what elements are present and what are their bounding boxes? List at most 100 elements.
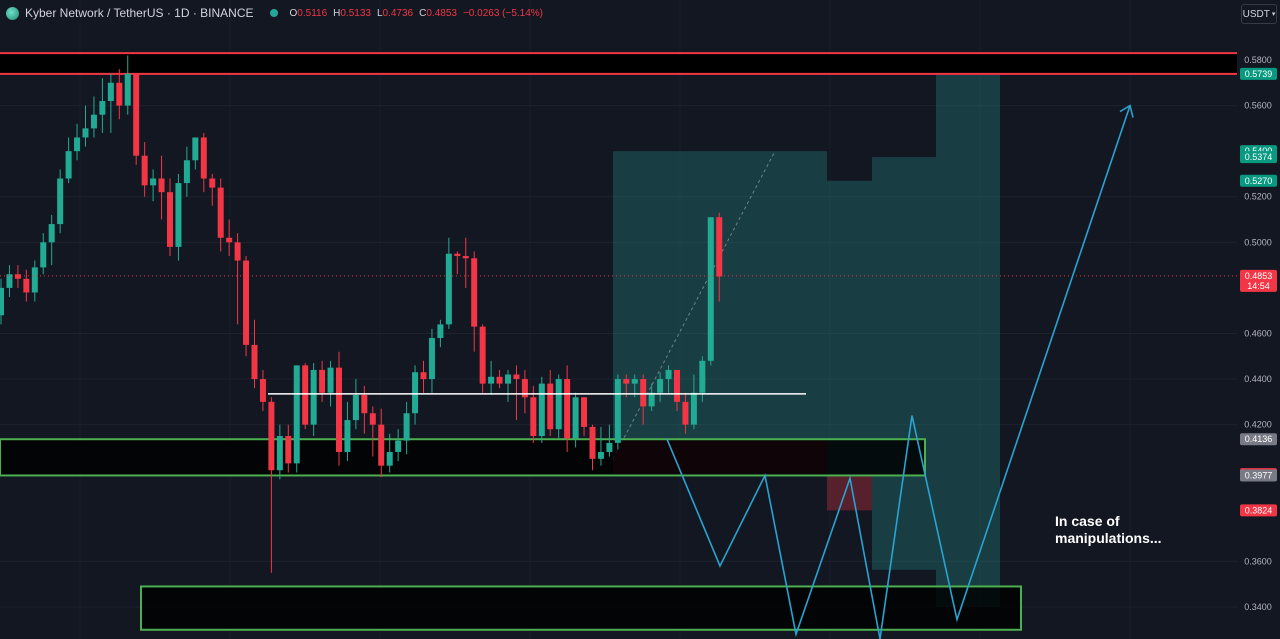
- candle-body: [90, 114, 97, 129]
- candle: [369, 406, 376, 457]
- candle-body: [488, 376, 495, 384]
- candle-body: [530, 397, 537, 437]
- price-tick-label: 0.3600: [1244, 556, 1272, 566]
- candle: [150, 169, 157, 202]
- candle-body: [31, 267, 38, 293]
- ohlc-high: H0.5133: [333, 7, 371, 19]
- candle: [124, 55, 131, 115]
- candle: [65, 137, 72, 184]
- candle-body: [496, 376, 503, 384]
- price-tick-label: 0.3400: [1244, 602, 1272, 612]
- candle: [226, 219, 233, 256]
- price-label-text: 0.5374: [1245, 152, 1273, 162]
- candle: [412, 365, 419, 425]
- candle-body: [369, 413, 376, 425]
- candle-body: [276, 436, 283, 471]
- price-label-text: 0.3977: [1245, 470, 1273, 480]
- candle-body: [310, 369, 317, 425]
- candle: [23, 269, 30, 302]
- candle-body: [243, 260, 250, 345]
- candle: [259, 369, 266, 411]
- candle: [14, 265, 21, 288]
- candle: [479, 324, 486, 393]
- price-label-bg: [1240, 504, 1277, 517]
- price-tick-label: 0.5600: [1244, 101, 1272, 111]
- chart-header: Kyber Network / TetherUS · 1D · BINANCE …: [6, 4, 543, 22]
- candle-body: [74, 137, 81, 152]
- candle: [133, 73, 140, 165]
- candle-body: [674, 369, 680, 402]
- annotation-line-1: In case of: [1055, 513, 1120, 529]
- candle: [192, 137, 199, 170]
- candle: [555, 374, 562, 439]
- symbol-title[interactable]: Kyber Network / TetherUS · 1D · BINANCE: [25, 6, 254, 20]
- candle-body: [657, 379, 664, 393]
- candle: [454, 251, 461, 275]
- candle: [99, 78, 106, 133]
- candle: [361, 385, 368, 434]
- candle: [496, 369, 503, 389]
- candle: [665, 365, 672, 393]
- candle-body: [454, 253, 461, 256]
- candle-body: [547, 383, 554, 430]
- candle-body: [327, 367, 334, 393]
- price-tick-label: 0.4400: [1244, 374, 1272, 384]
- candle: [327, 360, 334, 407]
- candle: [674, 369, 680, 411]
- candle-body: [555, 379, 562, 430]
- candle-body: [99, 101, 106, 115]
- candle-body: [378, 424, 385, 466]
- price-label: 0.3977: [1240, 469, 1277, 482]
- candle-body: [538, 383, 545, 437]
- price-label-text: 0.4853: [1245, 271, 1273, 281]
- currency-selector[interactable]: USDT ▾: [1241, 4, 1277, 24]
- candle: [57, 169, 64, 234]
- candle: [293, 365, 300, 473]
- candle: [6, 265, 13, 298]
- candle-body: [6, 274, 13, 288]
- candle-body: [40, 242, 47, 268]
- candle: [606, 424, 613, 457]
- candle: [564, 365, 571, 452]
- candle-body: [200, 137, 207, 179]
- price-label-text: 0.5739: [1245, 69, 1273, 79]
- candle-body: [65, 151, 72, 179]
- candle: [183, 146, 190, 197]
- candle-body: [23, 278, 30, 293]
- candle: [640, 374, 647, 425]
- chevron-down-icon: ▾: [1271, 11, 1276, 18]
- candle-body: [82, 128, 89, 138]
- candle-body: [572, 397, 579, 439]
- candle-body: [412, 372, 419, 414]
- candle-body: [0, 287, 4, 316]
- candle: [521, 369, 528, 414]
- candle: [395, 429, 402, 462]
- candle: [141, 142, 148, 197]
- price-label: 0.4136: [1240, 433, 1277, 446]
- candle-body: [48, 224, 55, 243]
- candle: [589, 424, 596, 471]
- candle-body: [344, 420, 351, 452]
- price-label-bg: [1240, 469, 1277, 482]
- price-label-bg: [1240, 269, 1277, 292]
- candle: [285, 424, 292, 473]
- ohlc-values: O0.5116 H0.5133 L0.4736 C0.4853 −0.0263 …: [290, 8, 544, 19]
- candle: [40, 233, 47, 275]
- projection-path: [666, 105, 1131, 639]
- ohlc-low: L0.4736: [376, 7, 414, 19]
- candle-body: [606, 442, 613, 452]
- candle-body: [319, 369, 326, 393]
- candle: [572, 392, 579, 448]
- price-tick-label: 0.4200: [1244, 420, 1272, 430]
- ohlc-change: −0.0263 (−5.14%): [462, 7, 544, 19]
- candle: [48, 214, 55, 266]
- kyber-logo-icon: [6, 6, 19, 20]
- price-tick-label: 0.5800: [1244, 55, 1272, 65]
- candle: [234, 233, 241, 325]
- candle: [74, 123, 81, 161]
- price-label: 0.5270: [1240, 174, 1277, 187]
- candle-body: [107, 82, 114, 102]
- candle: [344, 401, 351, 462]
